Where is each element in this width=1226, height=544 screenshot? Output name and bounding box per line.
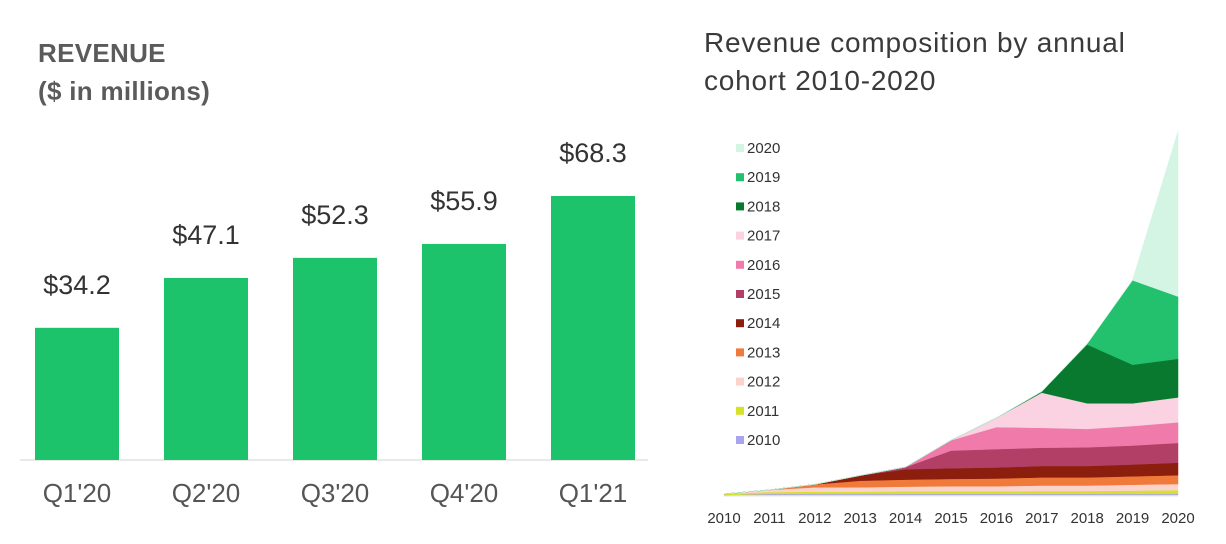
cohort-legend: 2020 2019 2018 2017 2016 2015 2014 2013 2012 2011… bbox=[736, 140, 780, 449]
bar-category-label: Q1'21 bbox=[559, 478, 628, 508]
legend-swatch bbox=[736, 173, 744, 182]
legend-label: 2020 bbox=[747, 140, 780, 157]
legend-swatch bbox=[736, 290, 744, 298]
legend-label: 2017 bbox=[747, 228, 780, 245]
cohort-chart-title: Revenue composition by annual cohort 201… bbox=[704, 27, 1126, 96]
cohort-area-chart: 2010 2011 2012 2013 2014 2015 2016 2017 2018 2019… bbox=[707, 131, 1195, 527]
legend-swatch bbox=[736, 144, 744, 152]
revenue-bar bbox=[35, 327, 119, 460]
revenue-bar bbox=[293, 257, 377, 460]
x-tick-label: 2017 bbox=[1025, 510, 1058, 527]
x-tick-label: 2010 bbox=[707, 510, 740, 527]
cohort-area-2020 bbox=[723, 131, 1179, 495]
bar-category-label: Q3'20 bbox=[301, 478, 370, 508]
legend-label: 2010 bbox=[747, 432, 780, 449]
bar-value-label: $47.1 bbox=[172, 220, 240, 250]
revenue-bar bbox=[164, 277, 248, 460]
legend-swatch bbox=[736, 377, 744, 386]
legend-swatch bbox=[736, 260, 744, 269]
bar-category-label: Q1'20 bbox=[43, 478, 112, 508]
legend-label: 2012 bbox=[747, 374, 780, 391]
bar-value-label: $55.9 bbox=[430, 186, 498, 216]
cohort-panel: Revenue composition by annual cohort 201… bbox=[660, 0, 1226, 544]
legend-swatch bbox=[736, 436, 744, 444]
bar-category-label: Q2'20 bbox=[172, 478, 241, 508]
bar-value-label: $34.2 bbox=[43, 270, 111, 300]
revenue-bar-chart: $34.2 Q1'20 $47.1 Q2'20 $52.3 Q3'20 $55.9 Q4'20… bbox=[20, 138, 648, 508]
legend-swatch bbox=[736, 202, 744, 211]
x-tick-label: 2018 bbox=[1071, 510, 1104, 527]
legend-label: 2015 bbox=[747, 286, 780, 303]
bar-value-label: $52.3 bbox=[301, 200, 369, 230]
revenue-subtitle: ($ in millions) bbox=[38, 76, 211, 106]
area-layers bbox=[723, 131, 1179, 496]
x-tick-label: 2013 bbox=[844, 510, 877, 527]
revenue-panel: REVENUE ($ in millions) $34.2 Q1'20 $47.1 Q… bbox=[20, 34, 648, 508]
x-tick-label: 2020 bbox=[1161, 510, 1194, 527]
legend-label: 2019 bbox=[747, 169, 780, 186]
revenue-chart-title: REVENUE ($ in millions) bbox=[38, 34, 210, 110]
legend-label: 2014 bbox=[747, 315, 780, 332]
x-tick-label: 2019 bbox=[1116, 510, 1149, 527]
bar-value-label: $68.3 bbox=[559, 138, 627, 168]
x-tick-label: 2015 bbox=[934, 510, 967, 527]
revenue-bar bbox=[422, 243, 506, 460]
legend-swatch bbox=[736, 348, 744, 357]
legend-label: 2018 bbox=[747, 198, 780, 215]
legend-swatch bbox=[736, 319, 744, 328]
legend-label: 2016 bbox=[747, 257, 780, 274]
x-tick-label: 2016 bbox=[980, 510, 1013, 527]
revenue-title: REVENUE bbox=[38, 38, 166, 68]
legend-label: 2013 bbox=[747, 344, 780, 361]
legend-swatch bbox=[736, 231, 744, 240]
legend-label: 2011 bbox=[747, 403, 779, 420]
legend-swatch bbox=[736, 406, 744, 415]
revenue-bar bbox=[551, 196, 635, 460]
x-tick-label: 2014 bbox=[889, 510, 922, 527]
x-tick-label: 2012 bbox=[798, 510, 831, 527]
x-tick-label: 2011 bbox=[753, 510, 785, 527]
bar-category-label: Q4'20 bbox=[430, 478, 499, 508]
